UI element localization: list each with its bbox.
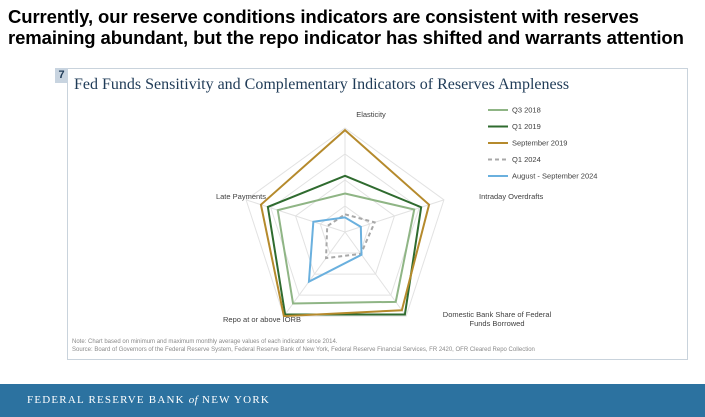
note-line-1: Note: Chart based on minimum and maximum… — [72, 339, 338, 345]
axis-label-3-line-2: Funds Borrowed — [469, 319, 524, 328]
grid-ring-2 — [294, 179, 396, 275]
axis-label-2: Intraday Overdrafts — [479, 192, 543, 201]
series-4-polygon — [325, 213, 377, 260]
series-3-polygon — [259, 128, 431, 318]
axis-spoke-4 — [283, 231, 346, 317]
footer-of: of — [188, 394, 199, 406]
axis-label-5: Late Payments — [216, 192, 266, 201]
axis-label-3-line-1: Domestic Bank Share of Federal — [443, 310, 552, 319]
footer-prefix: FEDERAL RESERVE BANK — [27, 394, 185, 406]
series-2-polygon — [266, 174, 423, 316]
legend-label-1: Q3 2018 — [512, 106, 541, 115]
chart-note: Note: Chart based on minimum and maximum… — [72, 338, 682, 354]
legend-label-2: Q1 2019 — [512, 122, 541, 131]
legend-label-4: Q1 2024 — [512, 155, 541, 164]
footer-logo-text: FEDERAL RESERVE BANK of NEW YORK — [27, 394, 270, 406]
legend-label-3: September 2019 — [512, 139, 567, 148]
series-5-polygon — [307, 216, 363, 284]
series-1-polygon — [276, 192, 416, 305]
grid-ring-4 — [245, 127, 445, 317]
axis-label-1: Elasticity — [356, 110, 386, 119]
headline: Currently, our reserve conditions indica… — [8, 6, 684, 48]
footer-suffix: NEW YORK — [202, 394, 271, 406]
note-line-2: Source: Board of Governors of the Federa… — [72, 347, 535, 353]
axis-label-4: Repo at or above IORB — [223, 315, 301, 324]
axis-spoke-5 — [245, 199, 346, 233]
grid-ring-3 — [270, 153, 420, 296]
legend-label-5: August - September 2024 — [512, 172, 597, 181]
footer-bar: FEDERAL RESERVE BANK of NEW YORK — [0, 384, 705, 417]
slide-number: 7 — [55, 68, 68, 83]
chart-title: Fed Funds Sensitivity and Complementary … — [74, 76, 570, 93]
